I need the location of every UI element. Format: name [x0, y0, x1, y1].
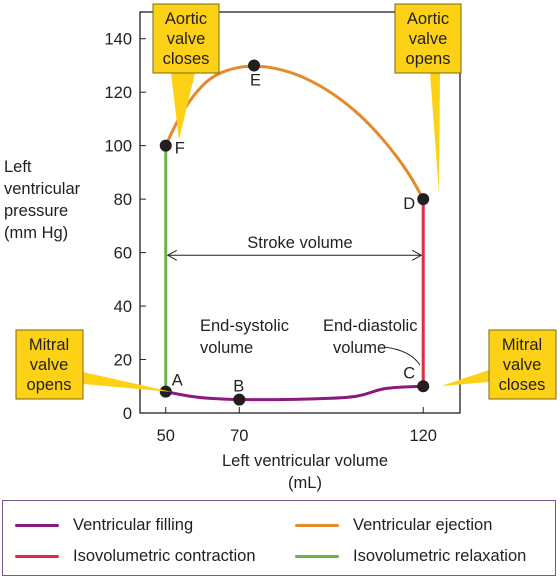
x-axis: 50 70 120: [157, 407, 437, 445]
point-a: [159, 385, 172, 398]
callout-aortic-opens-line-1: Aortic: [407, 10, 449, 28]
y-axis-label-line-3: pressure: [4, 202, 68, 220]
callout-mitral-closes-line-2: valve: [503, 356, 542, 374]
callout-mitral-opens-line-1: Mitral: [29, 336, 69, 354]
end-systolic-label-line-1: End-systolic: [200, 317, 289, 335]
point-label-b: B: [233, 378, 244, 396]
callout-mitral-opens-line-3: opens: [27, 376, 72, 394]
legend-label-isovolumetric-relaxation: Isovolumetric relaxation: [353, 546, 527, 565]
callout-mitral-valve-closes: Mitral valve closes: [441, 329, 557, 400]
point-label-a: A: [172, 372, 183, 390]
y-tick-label-60: 60: [114, 245, 132, 263]
legend-swatch-ventricular-ejection: [295, 523, 339, 527]
legend-item-ventricular-ejection: Ventricular ejection: [295, 513, 492, 537]
point-label-c: C: [403, 364, 415, 382]
point-label-f: F: [175, 140, 185, 158]
legend-swatch-isovolumetric-contraction: [15, 554, 59, 558]
y-tick-label-100: 100: [104, 138, 132, 156]
y-tick-label-80: 80: [114, 191, 132, 209]
y-axis-label-line-4: (mm Hg): [4, 224, 68, 242]
legend-swatch-ventricular-filling: [15, 523, 59, 527]
legend-item-isovolumetric-contraction: Isovolumetric contraction: [15, 544, 256, 568]
point-f: [159, 139, 172, 152]
point-b: [233, 393, 246, 406]
end-diastolic-label-line-2: volume: [333, 339, 386, 357]
pressure-volume-chart: 0 20 40 60 80 100 120 140 50 70 120 Left ventricu…: [4, 3, 557, 492]
callout-mitral-opens-line-2: valve: [30, 356, 69, 374]
y-tick-label-120: 120: [104, 84, 132, 102]
legend: Ventricular filling Ventricular ejection…: [2, 500, 556, 576]
end-systolic-label-line-2: volume: [200, 339, 253, 357]
x-tick-label-120: 120: [409, 427, 437, 445]
y-axis: 0 20 40 60 80 100 120 140: [104, 31, 146, 423]
callout-aortic-opens-line-2: valve: [409, 30, 448, 48]
x-axis-label-line-2: (mL): [288, 474, 322, 492]
legend-swatch-isovolumetric-relaxation: [295, 554, 339, 558]
end-diastolic-label-line-1: End-diastolic: [323, 317, 417, 335]
callout-mitral-valve-opens: Mitral valve opens: [15, 329, 172, 400]
legend-item-isovolumetric-relaxation: Isovolumetric relaxation: [295, 544, 526, 568]
y-tick-label-40: 40: [114, 298, 132, 316]
points-layer: A B C D E F: [159, 59, 430, 406]
x-tick-label-70: 70: [230, 427, 248, 445]
callout-mitral-closes-line-3: closes: [499, 376, 546, 394]
y-axis-label-line-1: Left: [4, 158, 32, 176]
legend-label-isovolumetric-contraction: Isovolumetric contraction: [73, 546, 256, 565]
end-diastolic-leader: [383, 346, 421, 366]
callout-aortic-closes-line-1: Aortic: [165, 10, 207, 28]
legend-label-ventricular-ejection: Ventricular ejection: [353, 515, 493, 534]
point-e: [248, 59, 261, 72]
point-label-e: E: [250, 71, 261, 89]
callout-aortic-valve-opens: Aortic valve opens: [394, 3, 462, 193]
series-ventricular-filling: [164, 384, 425, 402]
callout-aortic-opens-line-3: opens: [406, 50, 451, 68]
callout-aortic-closes-line-3: closes: [163, 50, 210, 68]
series-layer: [164, 64, 425, 402]
callout-mitral-closes-line-1: Mitral: [502, 336, 542, 354]
legend-label-ventricular-filling: Ventricular filling: [73, 515, 194, 534]
y-tick-label-0: 0: [123, 405, 132, 423]
stroke-volume-arrow: Stroke volume: [166, 231, 423, 261]
callout-aortic-closes-line-2: valve: [167, 30, 206, 48]
y-tick-label-20: 20: [114, 352, 132, 370]
point-label-d: D: [403, 195, 415, 213]
x-axis-label-line-1: Left ventricular volume: [222, 452, 388, 470]
series-ventricular-ejection: [164, 64, 425, 201]
legend-item-ventricular-filling: Ventricular filling: [15, 513, 193, 537]
point-c: [417, 380, 430, 393]
x-tick-label-50: 50: [157, 427, 175, 445]
y-tick-label-140: 140: [104, 31, 132, 49]
stroke-volume-label: Stroke volume: [247, 234, 352, 252]
callout-aortic-valve-closes: Aortic valve closes: [152, 3, 220, 140]
point-d: [417, 193, 430, 206]
y-axis-label-line-2: ventricular: [4, 180, 81, 198]
